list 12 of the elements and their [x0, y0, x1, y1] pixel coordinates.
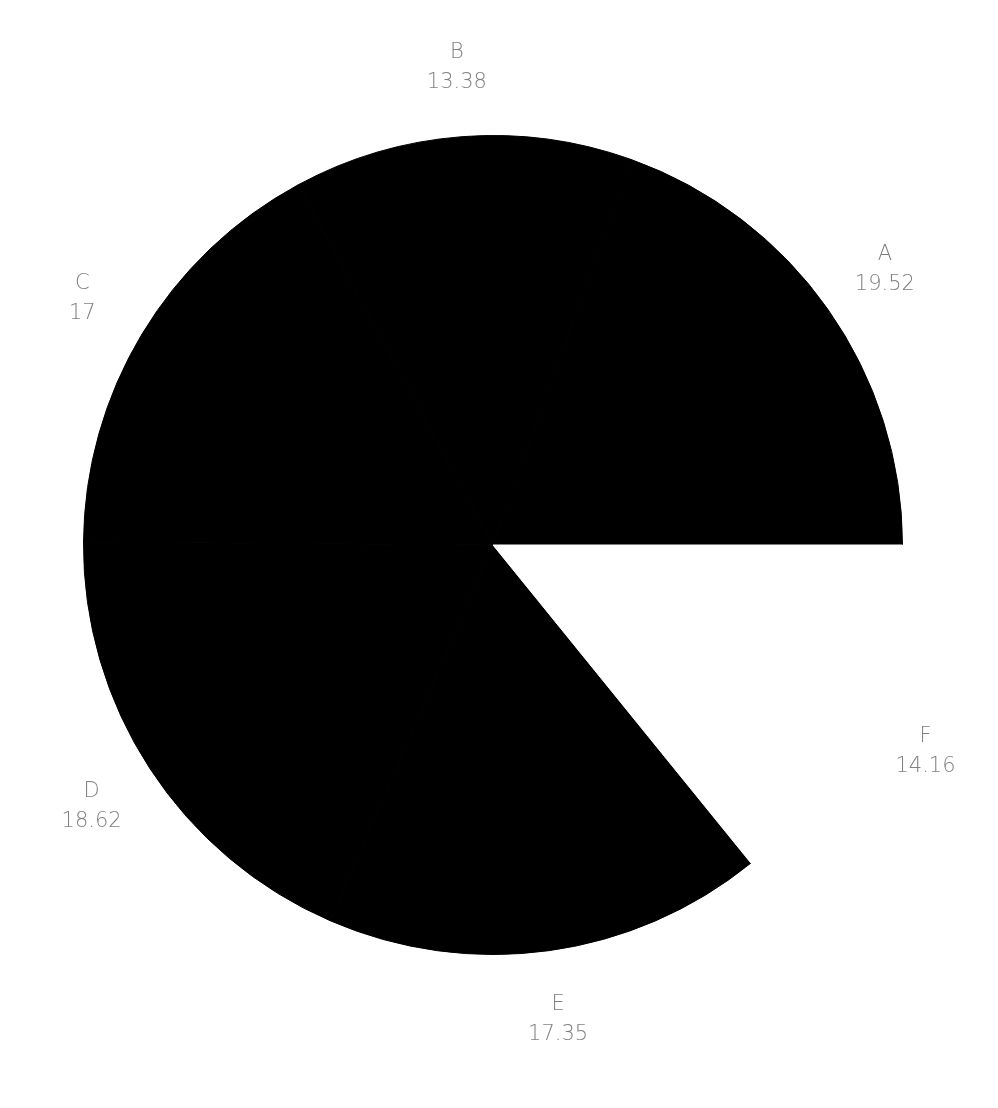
slice-label: A [877, 240, 893, 265]
data-label: 14.16 [895, 752, 956, 777]
data-label: 19.52 [854, 270, 915, 295]
data-label: 18.62 [61, 808, 122, 833]
data-label: 17 [68, 299, 96, 324]
slice-label: C [75, 269, 90, 294]
data-label: 13.38 [426, 68, 487, 93]
slice-label: F [919, 722, 932, 747]
slice-label: D [83, 778, 100, 803]
slice-label: E [551, 991, 565, 1016]
slice-label: B [449, 38, 464, 63]
data-label: 17.35 [528, 1021, 589, 1046]
